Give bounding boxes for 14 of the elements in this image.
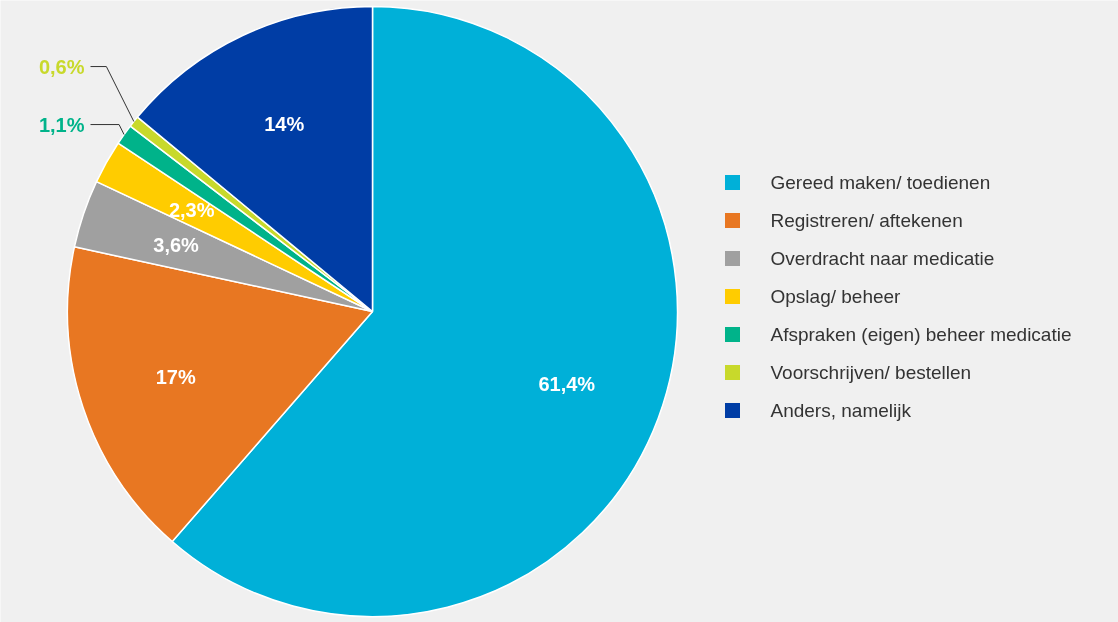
legend-label: Gereed maken/ toedienen bbox=[770, 172, 991, 193]
legend-label: Anders, namelijk bbox=[770, 400, 912, 421]
legend-label: Afspraken (eigen) beheer medicatie bbox=[770, 324, 1072, 345]
data-label: 3,6% bbox=[153, 233, 200, 256]
legend-label: Overdracht naar medicatie bbox=[770, 248, 995, 269]
data-label: 14% bbox=[264, 112, 305, 135]
legend-label: Voorschrijven/ bestellen bbox=[770, 362, 972, 383]
data-label: 0,6% bbox=[38, 55, 85, 78]
data-label: 17% bbox=[155, 365, 196, 388]
data-label: 61,4% bbox=[538, 373, 596, 396]
legend-label: Opslag/ beheer bbox=[770, 286, 902, 307]
legend-label: Registreren/ aftekenen bbox=[770, 210, 963, 231]
data-label: 1,1% bbox=[38, 113, 85, 136]
data-label: 2,3% bbox=[168, 198, 215, 221]
